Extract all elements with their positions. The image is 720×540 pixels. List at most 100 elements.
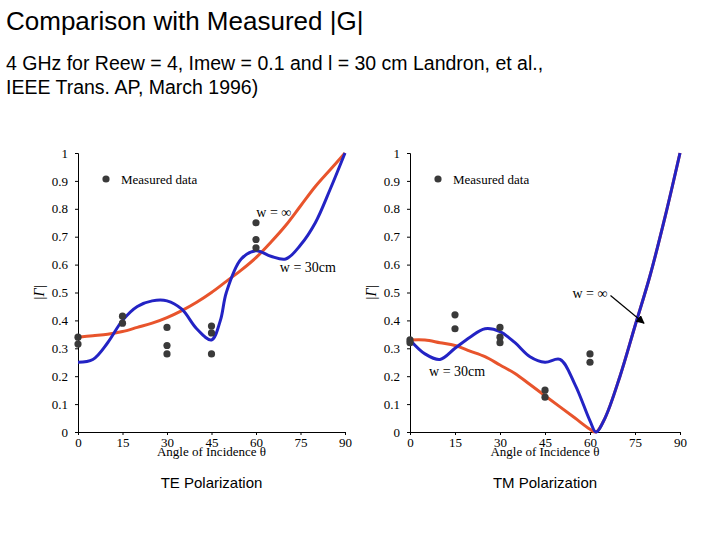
y-tick: 0.2	[52, 369, 78, 384]
measured-point	[74, 334, 81, 341]
measured-point	[586, 359, 593, 366]
y-tick: 0.5	[52, 285, 78, 300]
measured-point	[406, 339, 413, 346]
y-tick: 0.1	[384, 397, 410, 412]
y-axis: 0 0.1 0.2 0.3 0.4 0.5 0.6 0.7 0.8 0.9 1	[384, 146, 411, 440]
x-tick: 15	[449, 432, 462, 450]
y-tick: 0.4	[384, 313, 410, 328]
measured-point	[163, 342, 170, 349]
chart: 00.10.20.30.40.50.60.70.80.9101530456075…	[364, 146, 687, 491]
model-curve	[78, 153, 345, 362]
measured-point	[586, 350, 593, 357]
annotation-arrow	[611, 296, 645, 324]
measured-point	[451, 311, 458, 318]
x-axis-title: Angle of Incidence θ	[490, 444, 599, 459]
y-tick: 0.6	[384, 257, 410, 272]
chart-title: TE Polarization	[161, 474, 263, 491]
measured-point	[74, 341, 81, 348]
y-tick-label: 0.8	[384, 201, 400, 216]
slide-subtitle: IEEE Trans. AP, March 1996)	[6, 76, 258, 98]
y-tick: 0.4	[52, 313, 78, 328]
measured-point	[252, 244, 259, 251]
y-tick-mark	[75, 348, 78, 349]
y-tick: 0.9	[384, 174, 410, 189]
measured-point	[163, 324, 170, 331]
x-tick-label: 75	[295, 435, 308, 450]
y-tick-label: 0.3	[384, 341, 400, 356]
y-tick-label: 0	[62, 425, 69, 440]
x-tick-label: 15	[117, 435, 130, 450]
measured-point	[119, 313, 126, 320]
y-tick-label: 0.3	[52, 341, 68, 356]
legend-marker	[434, 175, 441, 182]
plot-area	[406, 153, 680, 432]
y-tick-label: 0.4	[384, 313, 401, 328]
slide-title: Comparison with Measured |G|	[6, 6, 363, 36]
y-tick-label: 0.5	[52, 285, 68, 300]
y-tick-mark	[407, 293, 410, 294]
measured-point	[541, 394, 548, 401]
legend-label: Measured data	[121, 172, 197, 187]
y-tick-mark	[75, 237, 78, 238]
y-tick: 0.5	[384, 285, 410, 300]
x-tick-label: 90	[339, 435, 352, 450]
y-tick-label: 0	[394, 425, 401, 440]
y-tick-mark	[407, 153, 410, 154]
y-tick-label: 0.7	[52, 229, 69, 244]
y-tick-mark	[75, 376, 78, 377]
x-tick-label: 90	[674, 435, 687, 450]
y-tick-mark	[75, 404, 78, 405]
model-curve	[78, 153, 345, 337]
measured-point	[208, 350, 215, 357]
y-tick-mark	[407, 432, 410, 433]
y-tick-label: 0.1	[384, 397, 400, 412]
y-tick-mark	[75, 209, 78, 210]
x-axis-title: Angle of Incidence θ	[157, 444, 266, 459]
y-tick: 0.1	[52, 397, 78, 412]
x-tick-label: 15	[449, 435, 462, 450]
plot-area	[74, 153, 345, 362]
y-tick-label: 0.5	[384, 285, 400, 300]
y-tick-label: 0.9	[384, 174, 400, 189]
y-tick-mark	[407, 376, 410, 377]
legend: Measured data	[102, 172, 197, 187]
measured-point	[163, 350, 170, 357]
y-tick-label: 0.8	[52, 201, 68, 216]
x-tick: 75	[629, 432, 642, 450]
y-tick: 0.3	[384, 341, 410, 356]
y-tick: 0.7	[52, 229, 78, 244]
annotation: w = 30cm	[280, 260, 336, 275]
measured-point	[208, 329, 215, 336]
measured-point	[451, 325, 458, 332]
measured-point	[208, 322, 215, 329]
y-tick: 1	[62, 146, 79, 161]
x-tick: 90	[674, 432, 687, 450]
y-tick-mark	[75, 432, 78, 433]
annotation: w = 30cm	[429, 364, 485, 379]
x-tick-label: 0	[75, 435, 82, 450]
y-axis-line	[407, 154, 411, 433]
x-tick: 90	[339, 432, 352, 450]
y-tick-mark	[407, 265, 410, 266]
y-tick-mark	[407, 320, 410, 321]
y-tick-mark	[75, 320, 78, 321]
y-tick: 0.7	[384, 229, 410, 244]
y-tick-mark	[75, 153, 78, 154]
measured-point	[119, 320, 126, 327]
measured-point	[252, 219, 259, 226]
y-tick-label: 0.4	[52, 313, 69, 328]
x-tick: 75	[295, 432, 308, 450]
y-axis-line	[75, 154, 79, 433]
y-axis-title: |Γ|	[32, 285, 47, 301]
y-tick-label: 1	[394, 146, 401, 161]
x-tick: 0	[75, 432, 82, 450]
y-tick: 0.8	[52, 201, 78, 216]
y-tick: 0.2	[384, 369, 410, 384]
y-tick-mark	[75, 181, 78, 182]
legend-label: Measured data	[453, 172, 529, 187]
y-tick-label: 0.6	[384, 257, 401, 272]
x-tick: 0	[407, 432, 414, 450]
y-tick-mark	[75, 265, 78, 266]
measured-point	[252, 236, 259, 243]
chart: 00.10.20.30.40.50.60.70.80.9101530456075…	[32, 146, 352, 491]
